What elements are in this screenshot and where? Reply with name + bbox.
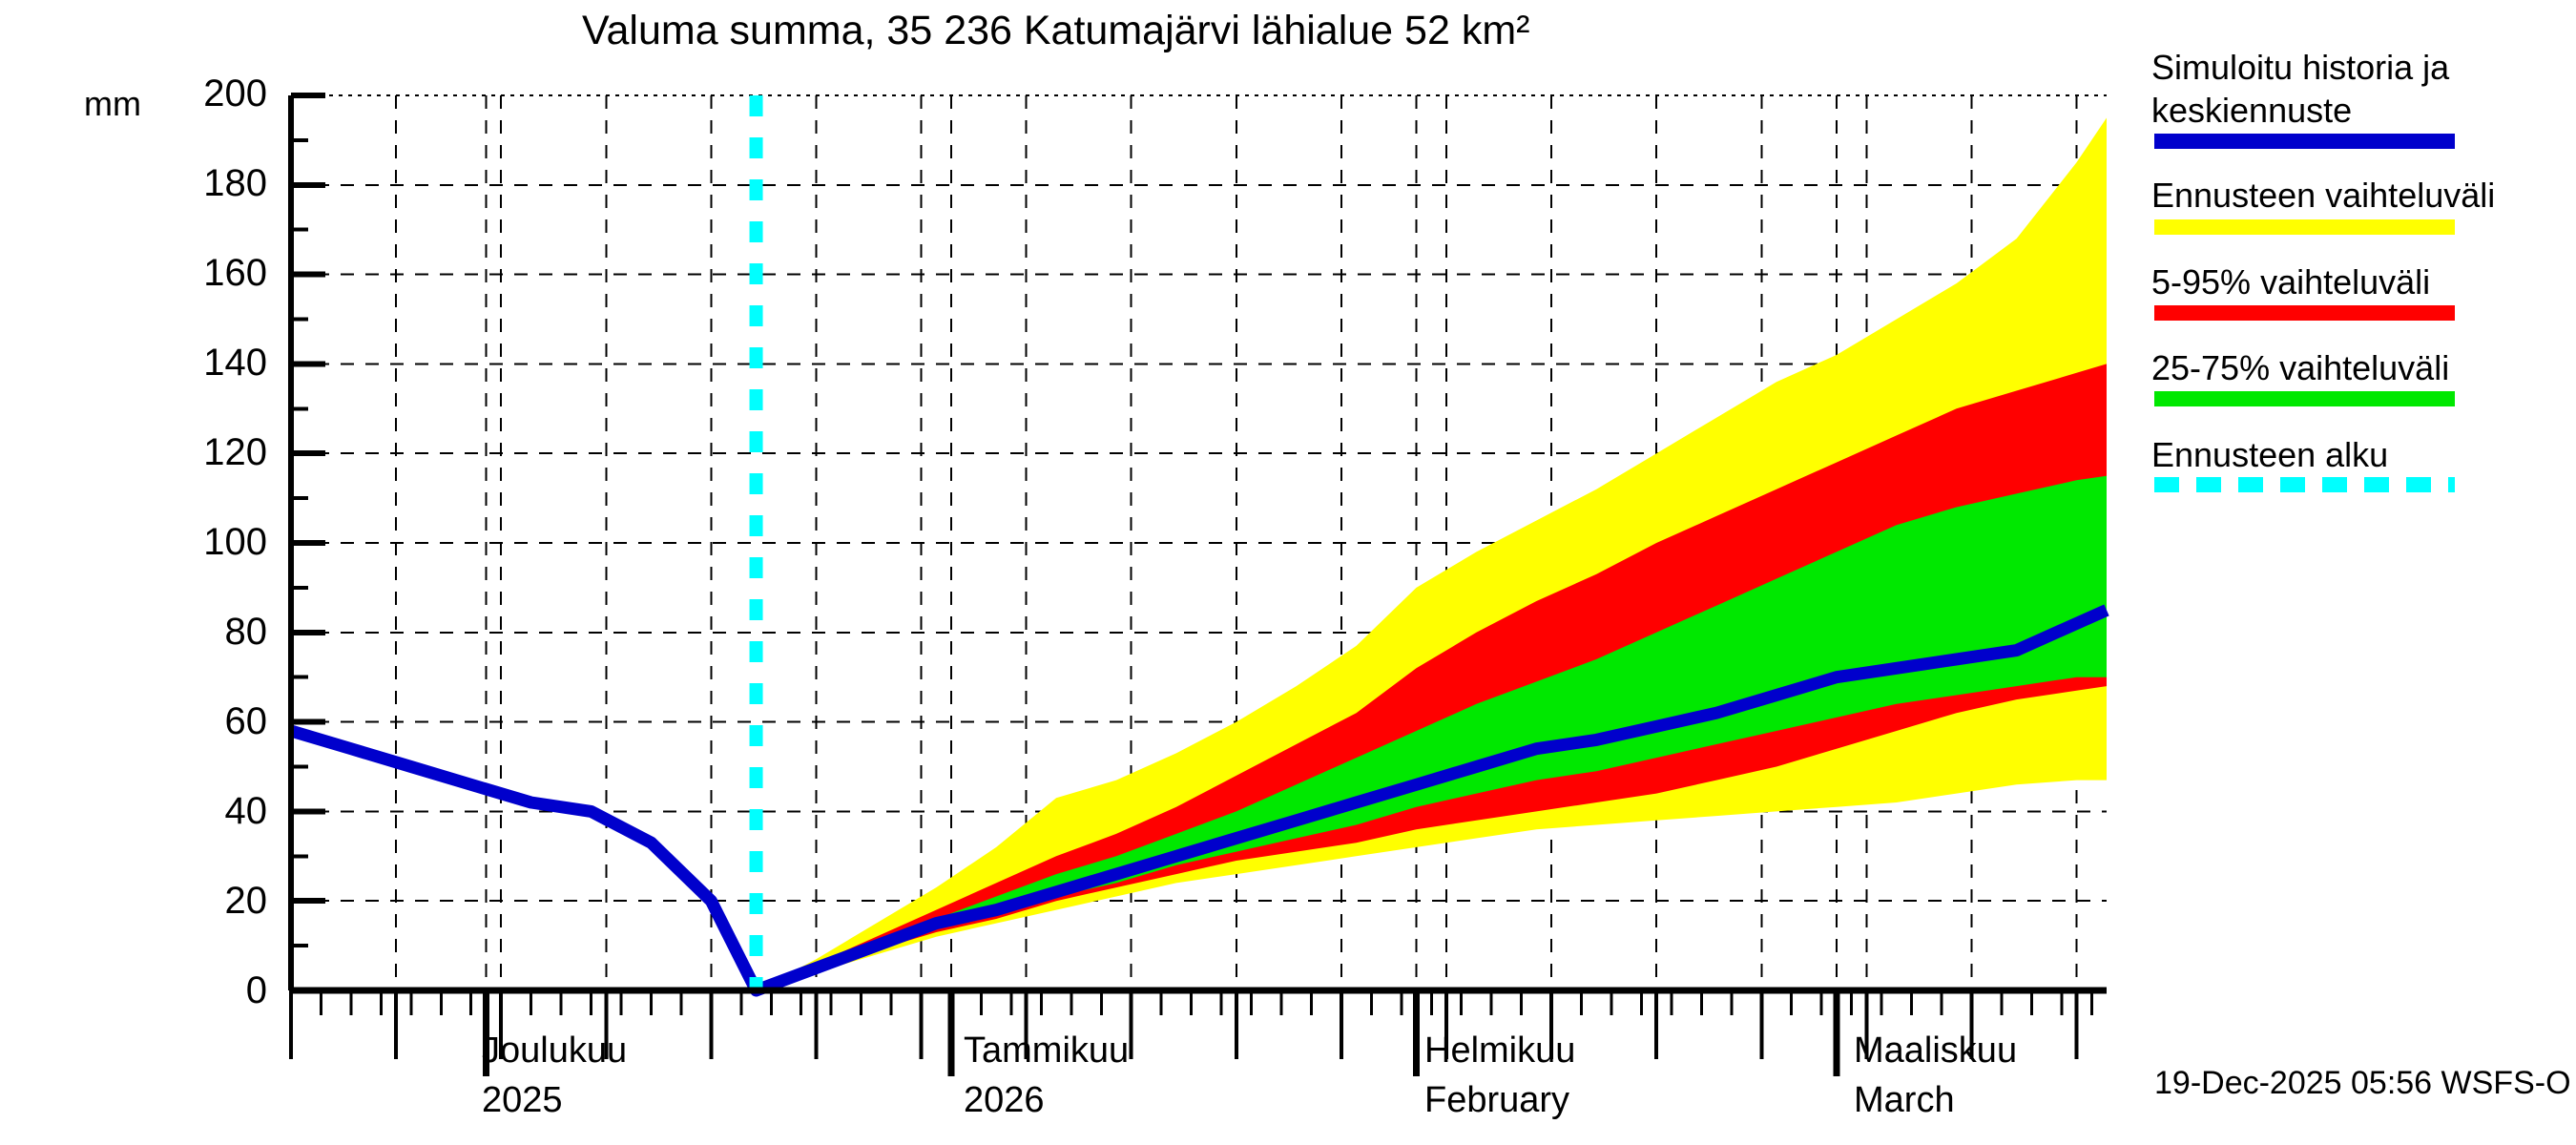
legend-label-forecast-start: Ennusteen alku — [2151, 435, 2389, 474]
y-tick-80: 80 — [224, 611, 268, 653]
y-axis-unit-label: mm — [84, 84, 141, 123]
legend-swatch-p5-95 — [2154, 305, 2455, 321]
x-label-helmikuu-en: February — [1424, 1080, 1570, 1120]
legend-label-p25-75: 25-75% vaihteluväli — [2151, 348, 2450, 387]
legend-label-p5-95: 5-95% vaihteluväli — [2151, 262, 2431, 302]
y-tick-120: 120 — [203, 431, 267, 473]
y-tick-60: 60 — [224, 700, 268, 742]
x-label-maaliskuu: Maaliskuu — [1854, 1030, 2018, 1071]
legend-swatch-p25-75 — [2154, 391, 2455, 406]
mean-line — [289, 604, 2109, 997]
legend-label-mean-line1: Simuloitu historia ja — [2151, 48, 2450, 87]
forecast-bands — [291, 117, 2107, 990]
legend-label-full-range: Ennusteen vaihteluväli — [2151, 176, 2496, 215]
x-label-joulukuu: Joulukuu — [482, 1030, 628, 1071]
y-tick-20: 20 — [224, 880, 268, 922]
legend-swatch-forecast-start — [2154, 477, 2455, 492]
y-tick-200: 200 — [203, 73, 267, 114]
timestamp-stamp: 19-Dec-2025 05:56 WSFS-O — [2154, 1065, 2571, 1101]
legend-label-mean-line2: keskiennuste — [2151, 91, 2353, 130]
y-tick-180: 180 — [203, 162, 267, 204]
x-label-tammikuu-year: 2026 — [964, 1080, 1045, 1120]
x-label-joulukuu-year: 2025 — [482, 1080, 563, 1120]
legend-swatch-full-range — [2154, 219, 2455, 235]
x-label-tammikuu: Tammikuu — [964, 1030, 1130, 1071]
y-tick-140: 140 — [203, 342, 267, 384]
x-label-maaliskuu-en: March — [1854, 1080, 1955, 1120]
y-tick-40: 40 — [224, 790, 268, 832]
legend-swatch-mean — [2154, 134, 2455, 149]
page-title: Valuma summa, 35 236 Katumajärvi lähialu… — [582, 8, 1530, 53]
y-tick-160: 160 — [203, 252, 267, 294]
axis-ticks — [289, 93, 2093, 1076]
y-tick-0: 0 — [245, 969, 267, 1011]
y-tick-100: 100 — [203, 521, 267, 563]
